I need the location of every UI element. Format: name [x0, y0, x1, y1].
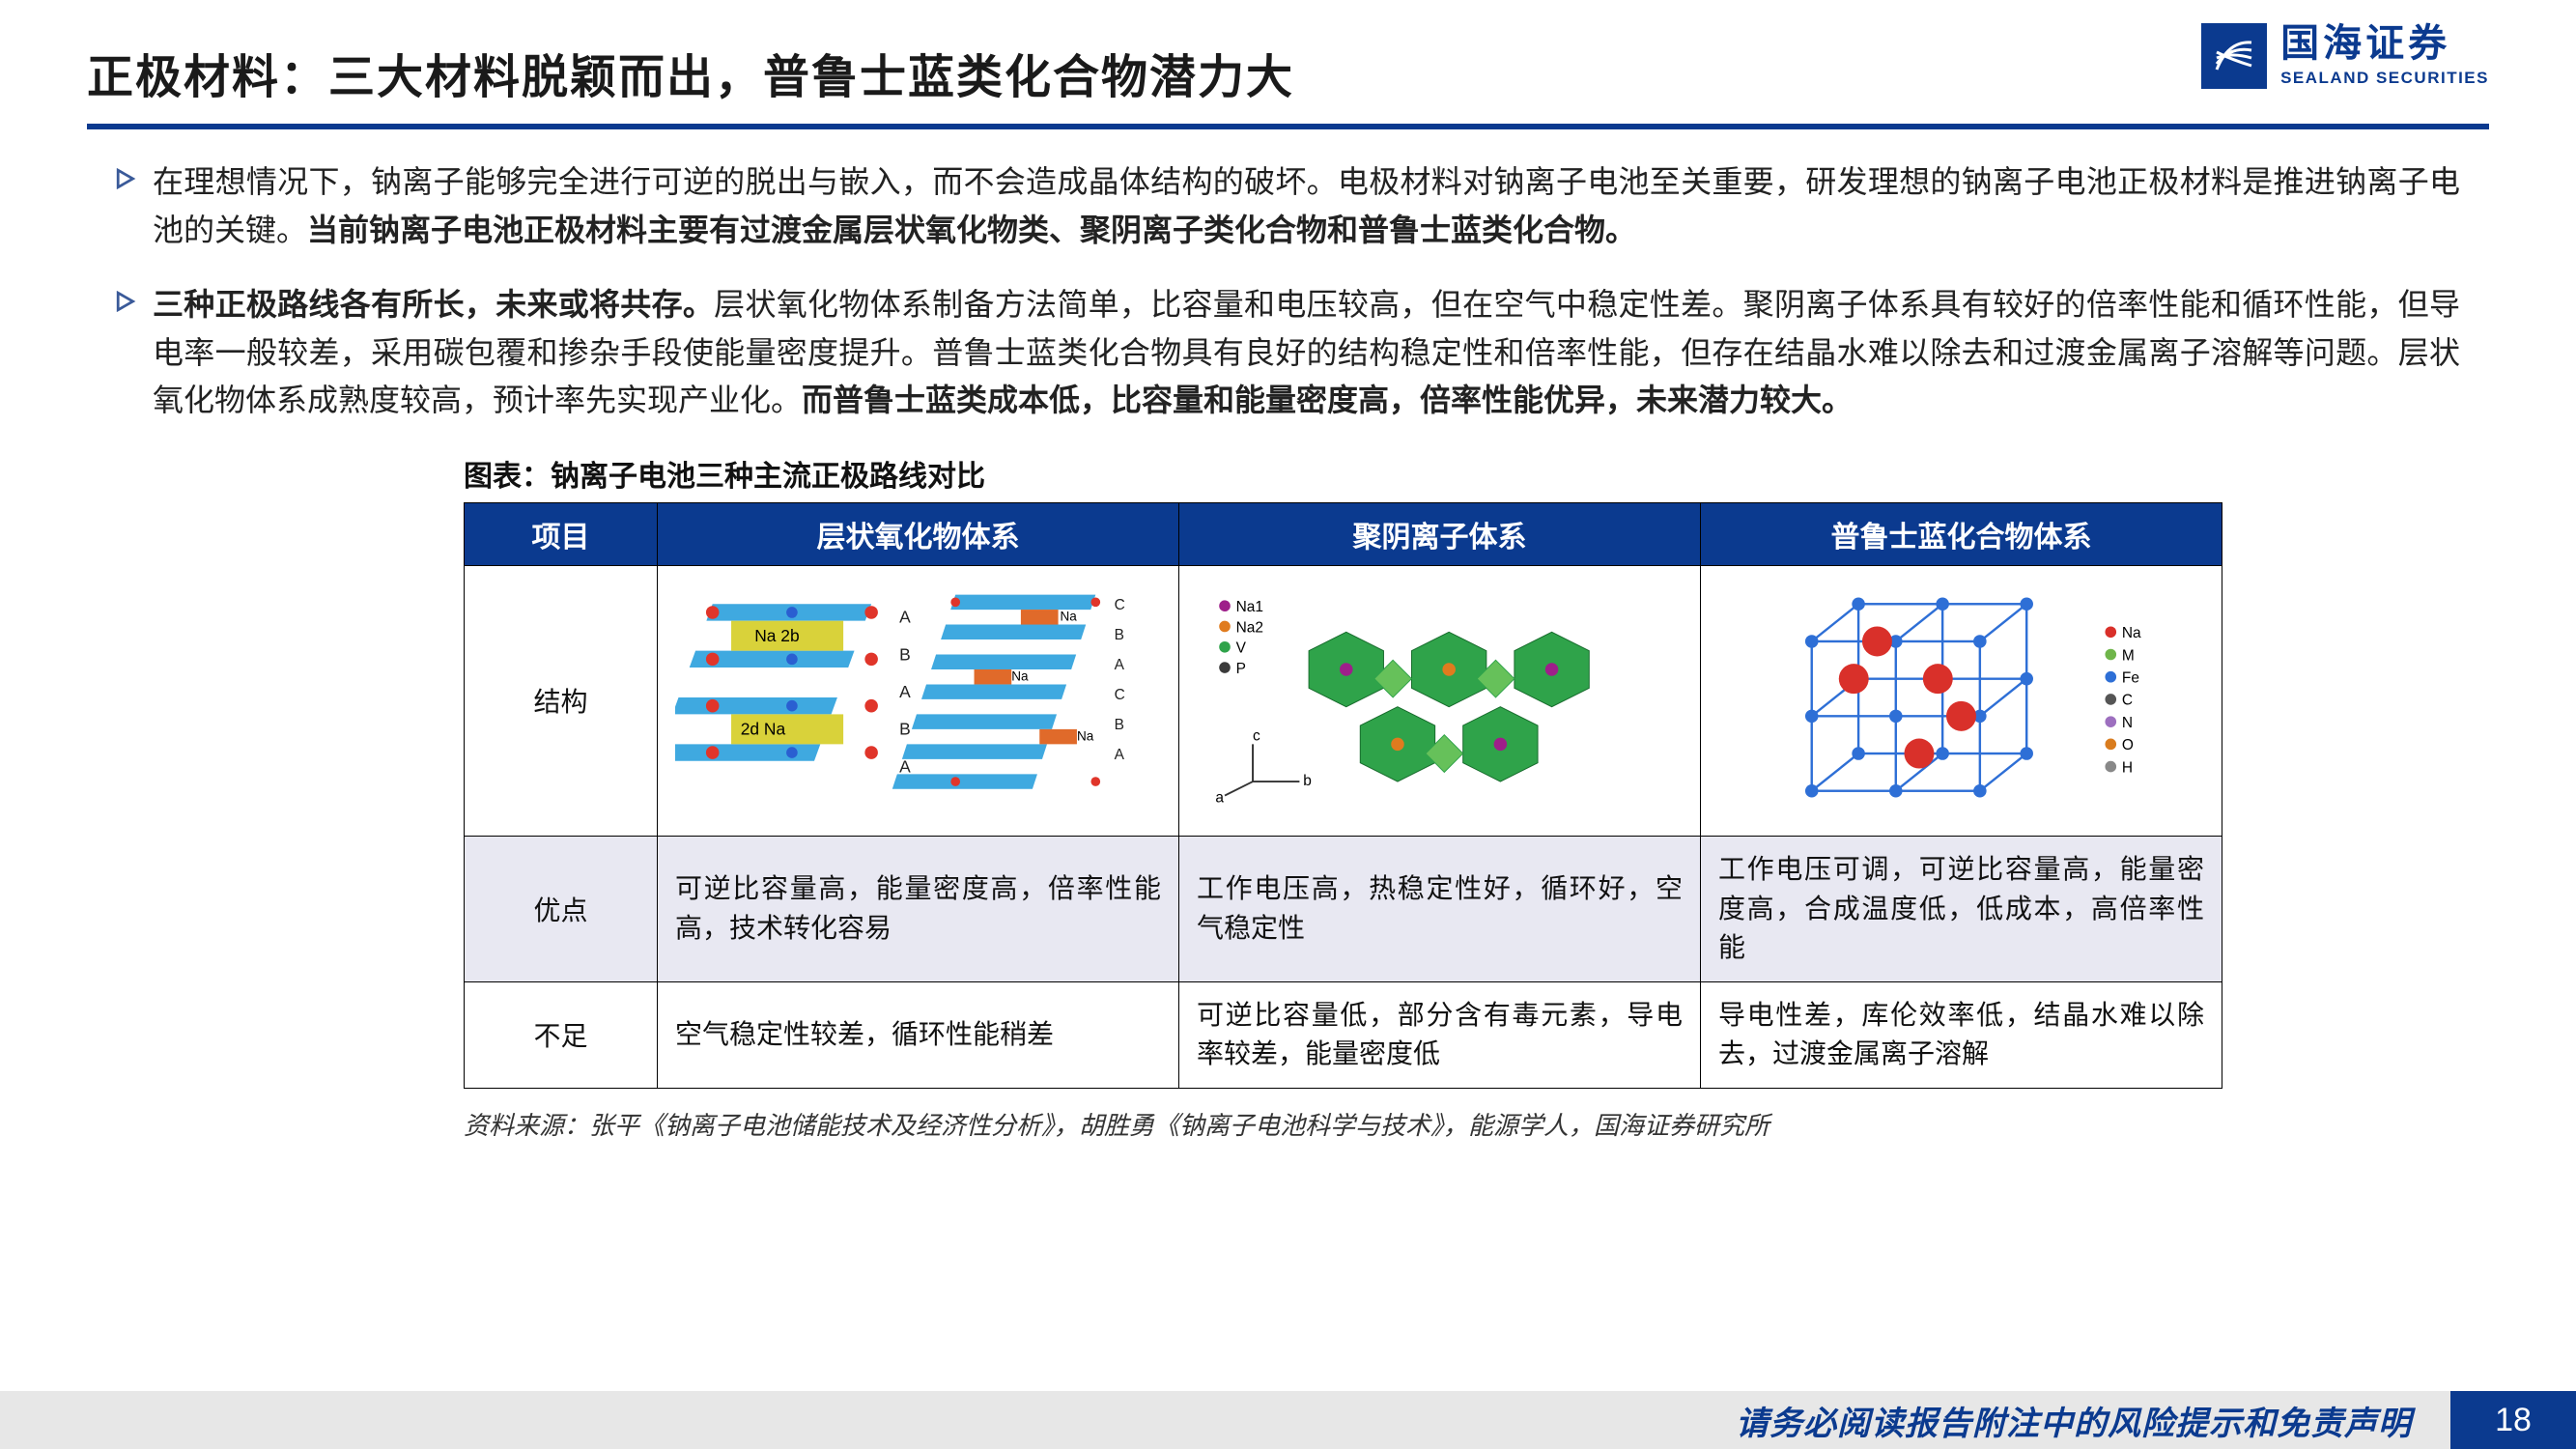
- svg-text:2d Na: 2d Na: [741, 720, 786, 739]
- svg-text:B: B: [1115, 627, 1124, 643]
- svg-text:P: P: [1236, 661, 1246, 677]
- row-2-label: 不足: [465, 981, 658, 1088]
- company-logo: 国海证券 SEALAND SECURITIES: [2201, 23, 2489, 89]
- chevron-right-icon: [116, 168, 137, 189]
- logo-icon: [2201, 23, 2267, 89]
- row-2-cell-0: 空气稳定性较差，循环性能稍差: [658, 981, 1179, 1088]
- logo-text-en: SEALAND SECURITIES: [2280, 69, 2489, 88]
- bullet-1: 在理想情况下，钠离子能够完全进行可逆的脱出与嵌入，而不会造成晶体结构的破坏。电极…: [116, 158, 2460, 254]
- svg-text:C: C: [1115, 597, 1125, 613]
- bullet-1-bold: 当前钠离子电池正极材料主要有过渡金属层状氧化物类、聚阴离子类化合物和普鲁士蓝类化…: [307, 213, 1636, 247]
- svg-text:Na: Na: [1077, 728, 1094, 743]
- svg-text:Na 2b: Na 2b: [754, 626, 799, 645]
- svg-text:Na2: Na2: [1236, 619, 1263, 636]
- row-0-label: 结构: [465, 565, 658, 836]
- row-1-cell-2: 工作电压可调，可逆比容量高，能量密度高，合成温度低，低成本，高倍率性能: [1701, 836, 2222, 981]
- svg-text:V: V: [1236, 640, 1247, 657]
- svg-text:H: H: [2122, 759, 2133, 776]
- diagram-layered: Na 2b 2d Na ABABA: [658, 565, 1179, 836]
- diagram-polyanion: c b a Na1 Na2 V P: [1179, 565, 1701, 836]
- svg-text:A: A: [1115, 657, 1125, 673]
- bullet-2: 三种正极路线各有所长，未来或将共存。层状氧化物体系制备方法简单，比容量和电压较高…: [116, 281, 2460, 425]
- svg-text:M: M: [2122, 647, 2135, 664]
- col-1: 层状氧化物体系: [658, 502, 1179, 565]
- svg-text:Na1: Na1: [1236, 599, 1263, 615]
- comparison-table: 项目 层状氧化物体系 聚阴离子体系 普鲁士蓝化合物体系 结构: [464, 502, 2222, 1089]
- footer-disclaimer: 请务必阅读报告附注中的风险提示和免责声明: [1736, 1397, 2412, 1444]
- svg-text:A: A: [1115, 747, 1125, 763]
- svg-text:C: C: [2122, 693, 2133, 709]
- chevron-right-icon: [116, 291, 137, 312]
- svg-text:A: A: [899, 756, 911, 776]
- svg-text:O: O: [2122, 737, 2134, 753]
- row-2-cell-1: 可逆比容量低，部分含有毒元素，导电率较差，能量密度低: [1179, 981, 1701, 1088]
- footer-disclaimer-bar: 请务必阅读报告附注中的风险提示和免责声明: [0, 1391, 2450, 1449]
- svg-text:b: b: [1303, 773, 1312, 789]
- svg-text:N: N: [2122, 715, 2133, 731]
- bullet-2-postbold: 而普鲁士蓝类成本低，比容量和能量密度高，倍率性能优异，未来潜力较大。: [802, 383, 1853, 417]
- svg-text:Na: Na: [1061, 610, 1078, 624]
- col-2: 聚阴离子体系: [1179, 502, 1701, 565]
- svg-text:Na: Na: [2122, 625, 2141, 641]
- col-0: 项目: [465, 502, 658, 565]
- source-note: 资料来源：张平《钠离子电池储能技术及经济性分析》，胡胜勇《钠离子电池科学与技术》…: [464, 1106, 2460, 1142]
- svg-text:a: a: [1215, 789, 1224, 806]
- svg-text:A: A: [899, 682, 911, 701]
- svg-text:A: A: [899, 608, 911, 627]
- svg-text:C: C: [1115, 687, 1125, 703]
- table-title: 图表：钠离子电池三种主流正极路线对比: [464, 452, 2460, 495]
- col-3: 普鲁士蓝化合物体系: [1701, 502, 2222, 565]
- bullet-2-prebold: 三种正极路线各有所长，未来或将共存。: [153, 287, 714, 322]
- page-title: 正极材料：三大材料脱颖而出，普鲁士蓝类化合物潜力大: [87, 39, 2489, 106]
- row-2-cell-2: 导电性差，库伦效率低，结晶水难以除去，过渡金属离子溶解: [1701, 981, 2222, 1088]
- svg-text:B: B: [899, 644, 911, 664]
- svg-text:Na: Na: [1011, 669, 1029, 684]
- svg-text:B: B: [899, 720, 911, 739]
- svg-text:Fe: Fe: [2122, 669, 2139, 686]
- logo-text-cn: 国海证券: [2280, 24, 2489, 63]
- svg-text:c: c: [1253, 727, 1260, 744]
- row-1-cell-1: 工作电压高，热稳定性好，循环好，空气稳定性: [1179, 836, 1701, 981]
- row-1-cell-0: 可逆比容量高，能量密度高，倍率性能高，技术转化容易: [658, 836, 1179, 981]
- diagram-prussian: Na M Fe C N O H: [1701, 565, 2222, 836]
- row-1-label: 优点: [465, 836, 658, 981]
- page-number: 18: [2450, 1391, 2576, 1449]
- svg-text:B: B: [1115, 717, 1124, 733]
